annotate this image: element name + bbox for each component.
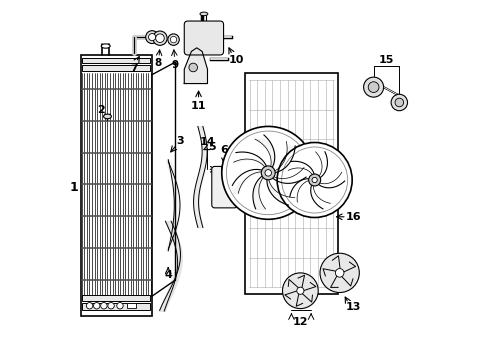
Circle shape — [171, 36, 177, 43]
Circle shape — [395, 98, 404, 107]
Circle shape — [189, 63, 197, 72]
Circle shape — [391, 94, 408, 111]
Circle shape — [283, 273, 318, 309]
Circle shape — [368, 82, 379, 93]
Text: 15: 15 — [379, 55, 394, 65]
Bar — [82, 295, 150, 301]
Circle shape — [364, 77, 384, 97]
Text: 3: 3 — [176, 136, 184, 147]
Circle shape — [100, 302, 107, 309]
Text: 4: 4 — [164, 270, 172, 280]
Circle shape — [226, 131, 310, 215]
Text: 2: 2 — [98, 105, 105, 115]
Polygon shape — [184, 48, 207, 84]
Text: 10: 10 — [228, 55, 244, 65]
Ellipse shape — [103, 114, 111, 119]
Circle shape — [222, 126, 315, 219]
FancyBboxPatch shape — [212, 166, 237, 208]
Text: 16: 16 — [346, 212, 362, 222]
Circle shape — [309, 174, 320, 186]
Bar — [82, 302, 150, 310]
Circle shape — [282, 147, 348, 213]
Text: 14: 14 — [200, 138, 215, 148]
Text: 6: 6 — [220, 145, 228, 155]
Text: 5: 5 — [208, 142, 216, 152]
Circle shape — [108, 302, 114, 309]
Text: 11: 11 — [191, 101, 206, 111]
Circle shape — [277, 143, 352, 217]
Circle shape — [94, 302, 100, 309]
Ellipse shape — [200, 12, 208, 16]
Circle shape — [146, 31, 159, 44]
Text: 12: 12 — [293, 317, 308, 327]
Circle shape — [312, 177, 318, 183]
Bar — [245, 73, 338, 294]
Bar — [127, 303, 136, 308]
Circle shape — [297, 287, 304, 294]
Circle shape — [265, 170, 271, 176]
Circle shape — [153, 31, 167, 45]
Bar — [82, 64, 150, 71]
Circle shape — [261, 166, 275, 180]
Circle shape — [156, 34, 164, 42]
Text: 1: 1 — [69, 181, 78, 194]
FancyBboxPatch shape — [184, 21, 223, 55]
Text: 13: 13 — [345, 302, 361, 312]
Circle shape — [335, 269, 344, 277]
Text: 8: 8 — [154, 58, 162, 68]
Bar — [220, 166, 228, 171]
Circle shape — [117, 302, 123, 309]
Ellipse shape — [101, 44, 110, 48]
Circle shape — [320, 253, 359, 293]
Circle shape — [168, 34, 179, 45]
Circle shape — [86, 302, 93, 309]
Circle shape — [148, 33, 156, 41]
Text: 7: 7 — [130, 63, 138, 73]
Bar — [81, 55, 152, 316]
Bar — [82, 58, 150, 63]
Text: 9: 9 — [172, 60, 179, 69]
